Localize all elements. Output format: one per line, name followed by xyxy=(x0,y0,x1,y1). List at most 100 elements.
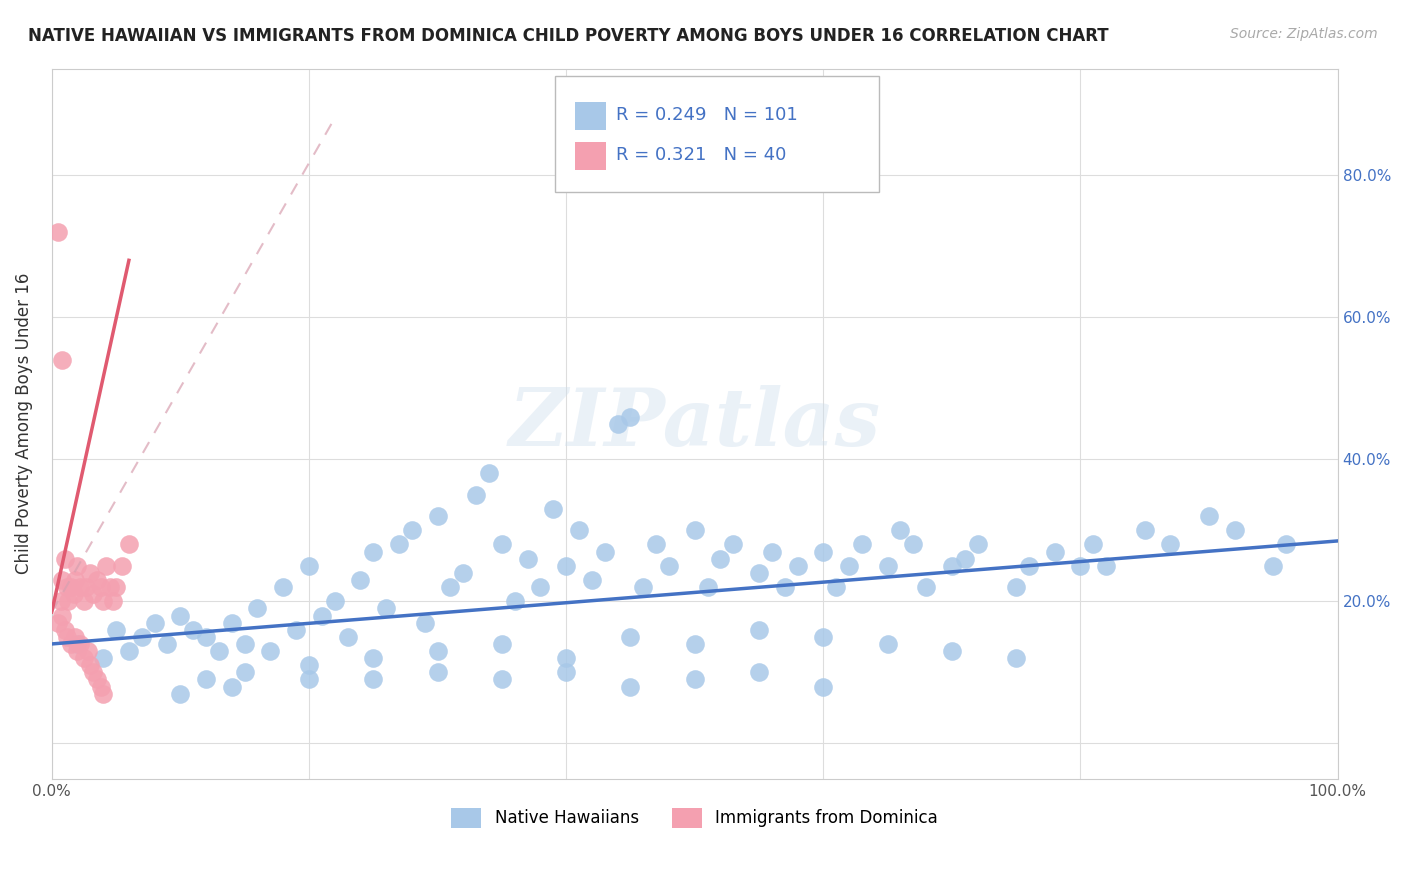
Point xyxy=(541,502,564,516)
Text: ZIPatlas: ZIPatlas xyxy=(509,385,880,462)
Point xyxy=(813,630,835,644)
Point xyxy=(91,687,114,701)
Point xyxy=(323,594,346,608)
Point xyxy=(658,558,681,573)
Point xyxy=(60,580,83,594)
Point xyxy=(49,594,72,608)
Point xyxy=(208,644,231,658)
Y-axis label: Child Poverty Among Boys Under 16: Child Poverty Among Boys Under 16 xyxy=(15,273,32,574)
Point xyxy=(426,644,449,658)
Point xyxy=(426,665,449,680)
Point xyxy=(451,566,474,580)
Point xyxy=(118,537,141,551)
Text: R = 0.249   N = 101: R = 0.249 N = 101 xyxy=(616,106,797,124)
Point xyxy=(851,537,873,551)
Point xyxy=(619,630,641,644)
Point xyxy=(285,623,308,637)
Point xyxy=(90,580,112,594)
Point xyxy=(169,608,191,623)
Point xyxy=(105,623,128,637)
Point xyxy=(388,537,411,551)
Point xyxy=(696,580,718,594)
Text: R = 0.321   N = 40: R = 0.321 N = 40 xyxy=(616,146,786,164)
Point xyxy=(169,687,191,701)
Point xyxy=(825,580,848,594)
Point xyxy=(903,537,925,551)
Point xyxy=(606,417,628,431)
Point xyxy=(568,523,591,537)
Point xyxy=(79,566,101,580)
Point xyxy=(748,623,770,637)
Point xyxy=(86,573,108,587)
Point xyxy=(66,637,89,651)
Point xyxy=(76,644,98,658)
Point xyxy=(1083,537,1105,551)
Point xyxy=(233,637,256,651)
Point xyxy=(876,637,898,651)
Point xyxy=(63,630,86,644)
Point xyxy=(82,587,104,601)
Point xyxy=(1159,537,1181,551)
Point xyxy=(60,637,83,651)
Point xyxy=(53,623,76,637)
Point xyxy=(195,630,218,644)
Point xyxy=(91,594,114,608)
Point xyxy=(298,558,321,573)
Point xyxy=(413,615,436,630)
Point xyxy=(941,558,963,573)
Point xyxy=(786,558,808,573)
Text: NATIVE HAWAIIAN VS IMMIGRANTS FROM DOMINICA CHILD POVERTY AMONG BOYS UNDER 16 CO: NATIVE HAWAIIAN VS IMMIGRANTS FROM DOMIN… xyxy=(28,27,1109,45)
Point xyxy=(876,558,898,573)
Point xyxy=(813,544,835,558)
Point xyxy=(221,615,243,630)
Point xyxy=(723,537,745,551)
Point xyxy=(131,630,153,644)
Point xyxy=(79,658,101,673)
Point xyxy=(221,680,243,694)
Point xyxy=(181,623,204,637)
Point xyxy=(748,665,770,680)
Point xyxy=(529,580,551,594)
Point xyxy=(645,537,668,551)
Point xyxy=(233,665,256,680)
Point xyxy=(516,551,538,566)
Point xyxy=(51,608,73,623)
Point xyxy=(709,551,731,566)
Point xyxy=(111,558,134,573)
Point xyxy=(555,665,578,680)
Point xyxy=(62,587,84,601)
Point xyxy=(439,580,461,594)
Point xyxy=(426,509,449,524)
Point xyxy=(941,644,963,658)
Point xyxy=(56,630,79,644)
Point xyxy=(953,551,976,566)
Point xyxy=(91,651,114,665)
Point xyxy=(66,644,89,658)
Point xyxy=(349,573,371,587)
Point xyxy=(58,594,80,608)
Point xyxy=(503,594,526,608)
Point xyxy=(465,488,488,502)
Point xyxy=(105,580,128,594)
Point xyxy=(82,665,104,680)
Point xyxy=(156,637,179,651)
Point xyxy=(619,680,641,694)
Point xyxy=(619,409,641,424)
Point xyxy=(683,637,706,651)
Point xyxy=(66,558,89,573)
Point xyxy=(103,594,125,608)
Point xyxy=(1223,523,1246,537)
Point xyxy=(1133,523,1156,537)
Point xyxy=(361,651,384,665)
Point xyxy=(143,615,166,630)
Point xyxy=(555,651,578,665)
Point xyxy=(633,580,655,594)
Point xyxy=(76,580,98,594)
Point xyxy=(86,673,108,687)
Point xyxy=(298,658,321,673)
Point xyxy=(298,673,321,687)
Point xyxy=(90,680,112,694)
Point xyxy=(491,673,513,687)
Point xyxy=(336,630,359,644)
Point xyxy=(94,558,117,573)
